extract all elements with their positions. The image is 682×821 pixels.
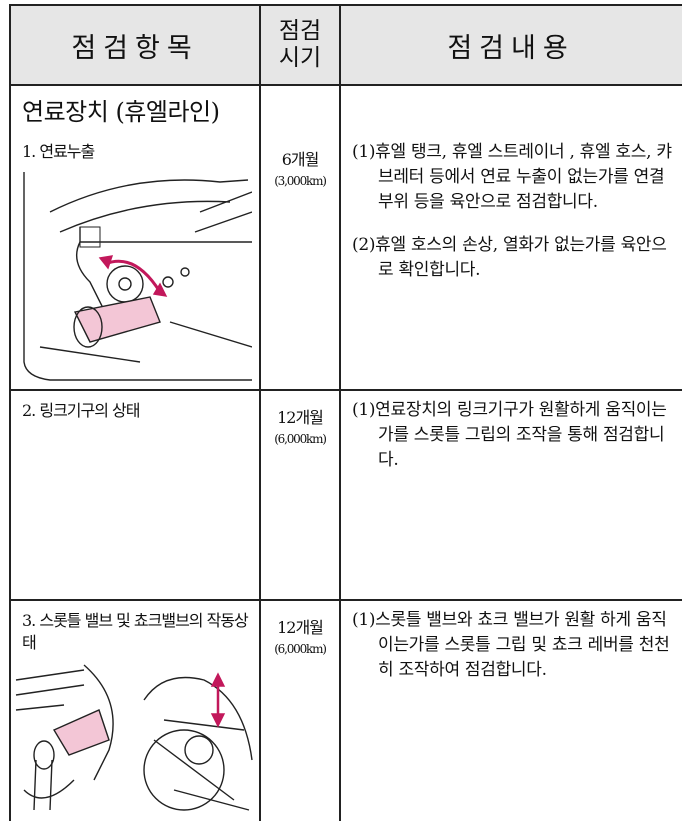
rule xyxy=(259,4,261,821)
header-contents: 점검내용 xyxy=(447,32,575,64)
header-band xyxy=(10,5,682,85)
content-text: (1)스롯틀 밸브와 쵸크 밸브가 원활 하게 움직이는가를 스롯틀 그립 및 … xyxy=(352,610,670,680)
rule xyxy=(10,4,682,6)
period: 12개월 (6,000km) xyxy=(262,614,338,656)
header-period: 점검 시기 xyxy=(260,5,340,85)
item: 1. 연료누출 xyxy=(22,142,95,161)
contents: (1)연료장치의 링크기구가 원활하게 움직이는가를 스롯틀 그립의 조작을 통… xyxy=(352,398,680,491)
header-period-line: 시기 xyxy=(278,45,322,71)
content-text: (1)휴엘 탱크, 휴엘 스트레이너 , 휴엘 호스, 캬브레터 등에서 연료 … xyxy=(352,142,672,212)
rule xyxy=(339,4,341,821)
header-item: 점검항목 xyxy=(71,32,199,64)
period-distance: (6,000km) xyxy=(274,642,327,656)
period: 6개월 (3,000km) xyxy=(262,146,338,188)
contents: (1)휴엘 탱크, 휴엘 스트레이너 , 휴엘 호스, 캬브레터 등에서 연료 … xyxy=(352,140,680,301)
item: 3. 스롯틀 밸브 및 쵸크밸브의 작동상태 xyxy=(22,611,249,652)
period-months: 6개월 xyxy=(281,150,320,169)
section-title: 연료장치 (휴엘라인) xyxy=(22,98,220,126)
period-months: 12개월 xyxy=(277,408,324,427)
header-period-line: 점검 xyxy=(278,18,322,44)
rule xyxy=(10,389,682,391)
rule xyxy=(10,599,682,601)
item: 2. 링크기구의 상태 xyxy=(22,401,140,420)
period-distance: (3,000km) xyxy=(274,174,327,188)
illustration xyxy=(23,172,252,381)
content-text: (2)휴엘 호스의 손상, 열화가 없는가를 육안으로 확인합니다. xyxy=(352,235,667,280)
period: 12개월 (6,000km) xyxy=(262,404,338,446)
period-months: 12개월 xyxy=(277,618,324,637)
content-text: (1)연료장치의 링크기구가 원활하게 움직이는가를 스롯틀 그립의 조작을 통… xyxy=(352,400,667,470)
rule xyxy=(9,4,11,821)
contents: (1)스롯틀 밸브와 쵸크 밸브가 원활 하게 움직이는가를 스롯틀 그립 및 … xyxy=(352,608,680,701)
illustration xyxy=(15,664,253,811)
rule xyxy=(10,84,682,86)
period-distance: (6,000km) xyxy=(274,432,327,446)
